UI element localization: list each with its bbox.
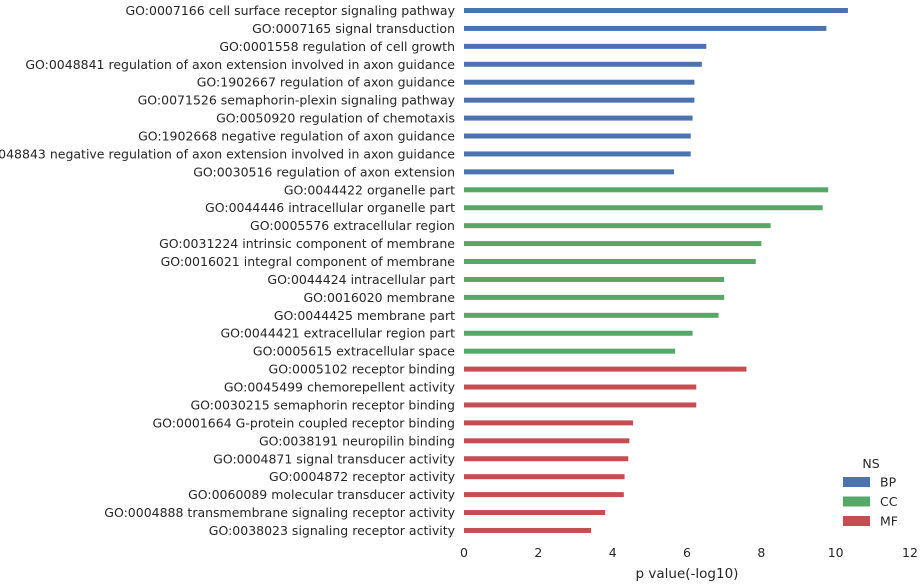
category-label: GO:0038023 signaling receptor activity [209, 523, 456, 538]
category-label: GO:0048843 negative regulation of axon e… [0, 146, 455, 161]
x-tick-label: 2 [534, 545, 542, 560]
bar [464, 115, 693, 121]
bar [464, 43, 707, 49]
bar [464, 223, 771, 229]
bar [464, 312, 719, 318]
category-label: GO:0060089 molecular transducer activity [188, 487, 456, 502]
bar [464, 187, 829, 193]
category-label: GO:0048841 regulation of axon extension … [25, 57, 455, 72]
bar [464, 276, 725, 282]
bars-group [464, 8, 848, 533]
category-label: GO:0044422 organelle part [284, 182, 455, 197]
bar [464, 420, 634, 426]
x-axis-ticks-group: 0 2 4 6 8 10 12 [460, 545, 918, 560]
category-label: GO:0007165 signal transduction [252, 21, 455, 36]
bar [464, 330, 693, 336]
x-tick-label: 10 [828, 545, 844, 560]
category-label: GO:0005615 extracellular space [253, 344, 455, 359]
bar [464, 259, 756, 265]
x-tick-label: 0 [460, 545, 468, 560]
category-label: GO:0038191 neuropilin binding [259, 433, 455, 448]
category-label: GO:0004871 signal transducer activity [213, 451, 455, 466]
bar [464, 456, 629, 462]
category-label: GO:0050920 regulation of chemotaxis [216, 111, 455, 126]
bar [464, 402, 697, 408]
category-label: GO:0030516 regulation of axon extension [193, 164, 455, 179]
legend-items-group: BP CC MF [843, 475, 898, 529]
legend: NS BP CC MF [843, 456, 898, 529]
bar [464, 205, 823, 211]
category-label: GO:0004888 transmembrane signaling recep… [104, 505, 455, 520]
category-label: GO:0007166 cell surface receptor signali… [125, 3, 455, 18]
category-label: GO:0071526 semaphorin-plexin signaling p… [138, 93, 456, 108]
bar [464, 241, 762, 247]
category-label: GO:0030215 semaphorin receptor binding [190, 397, 455, 412]
bar [464, 61, 702, 67]
category-label: GO:0016021 integral component of membran… [161, 254, 456, 269]
category-label: GO:0004872 receptor activity [269, 469, 456, 484]
bar [464, 527, 592, 533]
legend-swatch [843, 516, 870, 526]
category-label: GO:0045499 chemorepellent activity [224, 380, 456, 395]
bar [464, 438, 630, 444]
legend-title: NS [862, 456, 879, 471]
bar [464, 384, 697, 390]
bar [464, 97, 695, 103]
legend-swatch [843, 496, 870, 507]
category-label: GO:0031224 intrinsic component of membra… [159, 236, 455, 251]
x-tick-label: 12 [902, 545, 918, 560]
bar [464, 366, 747, 372]
bar [464, 133, 691, 139]
category-label: GO:0005102 receptor binding [269, 362, 455, 377]
category-label: GO:0001558 regulation of cell growth [219, 39, 455, 54]
bar [464, 474, 625, 480]
bar [464, 151, 691, 157]
legend-label: BP [880, 475, 897, 490]
bar [464, 8, 848, 13]
bar [464, 25, 827, 31]
category-label: GO:0044424 intracellular part [267, 272, 455, 287]
category-label: GO:0005576 extracellular region [250, 218, 455, 233]
x-tick-label: 6 [683, 545, 691, 560]
category-label: GO:1902667 regulation of axon guidance [197, 75, 456, 90]
category-label: GO:0016020 membrane [303, 290, 455, 305]
legend-swatch [843, 477, 870, 487]
x-tick-label: 8 [757, 545, 765, 560]
x-tick-label: 4 [609, 545, 617, 560]
bar [464, 169, 674, 175]
category-label: GO:0044421 extracellular region part [220, 326, 455, 341]
legend-label: CC [880, 494, 898, 509]
category-label: GO:0001664 G-protein coupled receptor bi… [152, 415, 455, 430]
bar [464, 510, 606, 516]
x-axis-title: p value(-log10) [636, 566, 739, 582]
category-labels-group: GO:0007166 cell surface receptor signali… [0, 3, 456, 538]
bar [464, 348, 676, 354]
category-label: GO:1902668 negative regulation of axon g… [138, 129, 455, 144]
legend-label: MF [880, 514, 898, 529]
category-label: GO:0044446 intracellular organelle part [205, 200, 455, 215]
bar [464, 79, 695, 85]
bar [464, 294, 725, 300]
category-label: GO:0044425 membrane part [274, 308, 455, 323]
bar [464, 492, 624, 498]
